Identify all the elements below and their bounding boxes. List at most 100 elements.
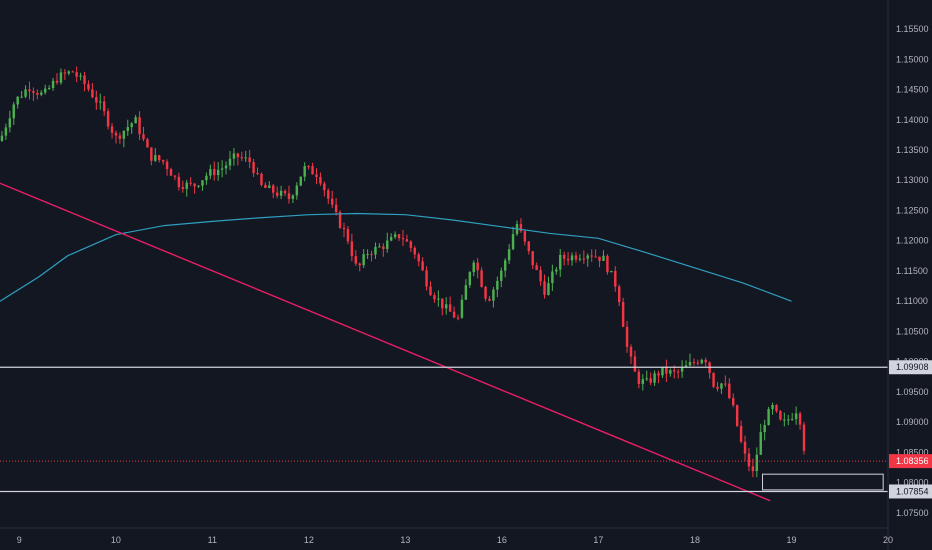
time-tick-label: 9 xyxy=(17,535,22,545)
candle-body xyxy=(543,281,546,295)
candle-body xyxy=(445,304,448,309)
candle xyxy=(798,411,802,430)
candle-body xyxy=(732,398,735,406)
candle xyxy=(0,130,4,142)
candle-body xyxy=(535,265,538,270)
candle-body xyxy=(653,373,656,383)
candle xyxy=(216,162,220,181)
candle-body xyxy=(142,134,145,140)
candle xyxy=(307,165,310,170)
candle xyxy=(790,412,794,421)
support-zone-rectangle[interactable] xyxy=(762,473,884,491)
candle xyxy=(110,123,114,139)
candle xyxy=(680,360,684,378)
candle xyxy=(169,167,173,176)
candle xyxy=(252,158,255,177)
candle-body xyxy=(405,239,409,242)
candle-body xyxy=(256,173,259,175)
candle xyxy=(732,393,735,408)
candle-body xyxy=(311,166,314,175)
candle-body xyxy=(209,169,212,176)
candle-body xyxy=(566,258,570,261)
candle xyxy=(578,254,582,262)
candle-body xyxy=(735,405,739,426)
candle-body xyxy=(409,241,413,248)
candle-body xyxy=(51,80,55,88)
candle-body xyxy=(327,190,330,199)
candle xyxy=(401,229,405,247)
candle xyxy=(472,260,475,277)
candle xyxy=(437,290,440,307)
candle xyxy=(747,447,751,472)
candle-body xyxy=(519,224,523,232)
candle xyxy=(393,231,397,240)
price-tick-label: 1.14000 xyxy=(896,115,929,125)
candle xyxy=(759,423,762,455)
candle xyxy=(755,447,759,478)
candle xyxy=(629,344,633,365)
candle-body xyxy=(433,295,436,300)
candle xyxy=(40,90,43,97)
candle xyxy=(409,240,413,252)
candle-body xyxy=(421,261,424,271)
candle xyxy=(692,358,696,366)
candle xyxy=(555,267,558,275)
candle xyxy=(114,130,118,144)
candle xyxy=(794,406,798,425)
candle-body xyxy=(205,175,208,181)
candle-body xyxy=(555,269,558,272)
candle-body xyxy=(602,255,605,261)
time-tick-label: 11 xyxy=(208,535,217,545)
candle-body xyxy=(441,298,444,309)
candle-body xyxy=(712,372,715,387)
candle-body xyxy=(472,262,475,273)
time-axis[interactable]: 9 10 11 12 13 16 17 18 19 20 xyxy=(0,527,893,545)
candle xyxy=(700,358,703,365)
candle-body xyxy=(464,285,468,300)
candle-body xyxy=(503,260,507,271)
candle-body xyxy=(236,153,240,158)
candle xyxy=(708,361,711,379)
candle xyxy=(488,295,491,302)
candle-body xyxy=(633,356,637,372)
candle-body xyxy=(496,280,499,290)
candle-body xyxy=(118,135,122,139)
candle xyxy=(724,375,727,388)
time-tick-label: 16 xyxy=(497,535,507,545)
candle-body xyxy=(614,270,617,287)
candle-body xyxy=(28,89,31,92)
candle-body xyxy=(291,195,295,199)
candle xyxy=(134,114,137,124)
candle xyxy=(165,159,169,176)
candle-body xyxy=(460,299,464,318)
candle xyxy=(496,276,499,298)
candle xyxy=(551,264,554,291)
candle-body xyxy=(83,75,86,85)
candle-body xyxy=(437,298,440,300)
candle-body xyxy=(283,190,287,194)
candle xyxy=(193,183,196,194)
descending-trendline[interactable] xyxy=(0,182,771,502)
candle xyxy=(87,80,90,92)
candle xyxy=(433,292,436,303)
candle xyxy=(614,266,617,292)
price-tick-label: 1.10500 xyxy=(896,326,929,336)
candle xyxy=(248,150,251,169)
candle xyxy=(661,366,664,379)
candle xyxy=(429,281,432,296)
candle xyxy=(224,161,228,175)
candle xyxy=(802,421,806,455)
candle-body xyxy=(75,72,78,77)
candle-body xyxy=(413,247,416,255)
candle xyxy=(460,294,464,319)
price-tick-label: 1.09000 xyxy=(896,417,929,427)
price-axis[interactable]: 1.15500 1.15000 1.14500 1.14000 1.13500 1.130… xyxy=(887,0,932,550)
candle xyxy=(264,182,267,189)
candle-body xyxy=(755,454,759,472)
candle xyxy=(405,234,409,242)
candle xyxy=(378,243,381,248)
candle xyxy=(28,81,31,100)
candle xyxy=(213,161,216,181)
candle-body xyxy=(637,371,641,384)
